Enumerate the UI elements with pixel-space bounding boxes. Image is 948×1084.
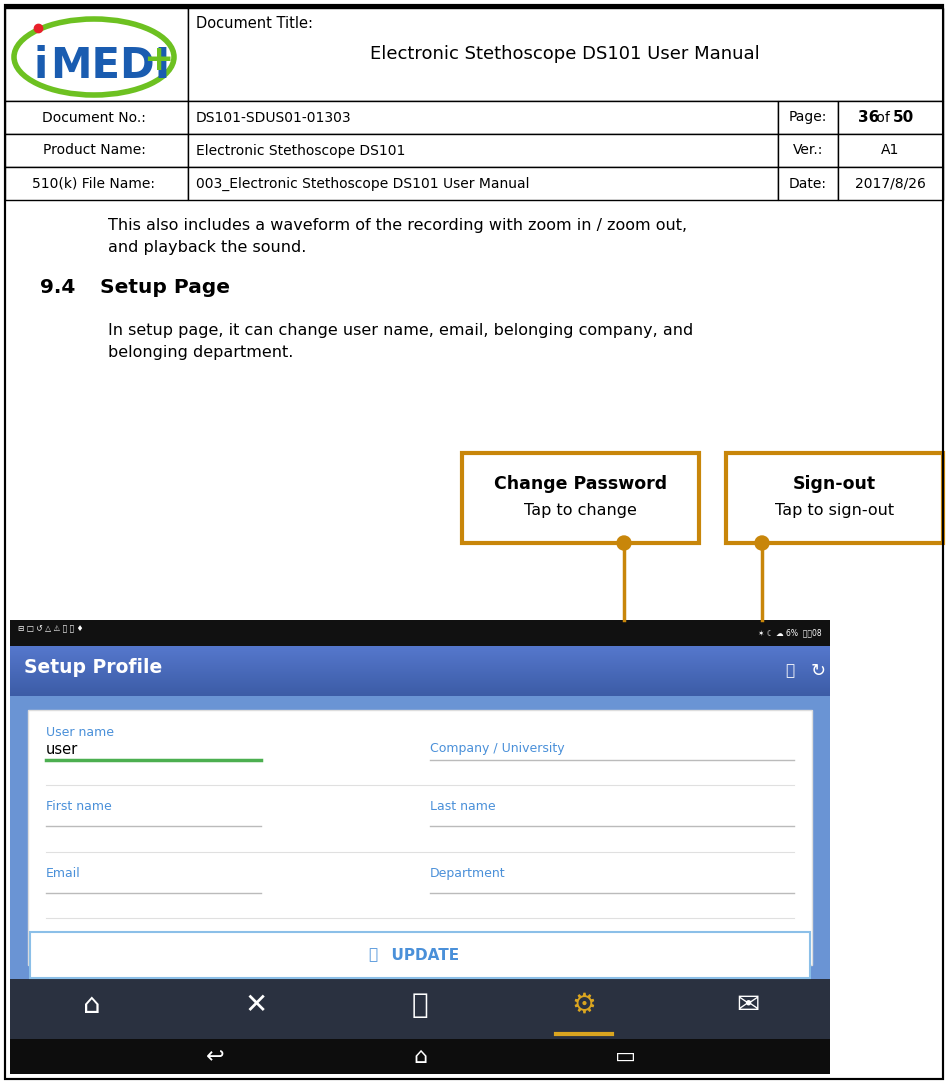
Text: DS101-SDUS01-01303: DS101-SDUS01-01303 <box>196 111 352 125</box>
Bar <box>5 5 943 8</box>
Bar <box>5 134 188 167</box>
Bar <box>838 167 943 201</box>
Text: ⌂: ⌂ <box>83 991 100 1019</box>
Text: i: i <box>34 46 48 87</box>
Text: In setup page, it can change user name, email, belonging company, and: In setup page, it can change user name, … <box>108 323 693 338</box>
Text: of: of <box>872 111 894 125</box>
Text: First name: First name <box>46 800 112 813</box>
Text: Tap to change: Tap to change <box>524 503 637 518</box>
Text: User name: User name <box>46 726 114 739</box>
Bar <box>10 696 830 979</box>
Text: Company / University: Company / University <box>430 743 565 754</box>
Text: 👥: 👥 <box>411 991 428 1019</box>
Bar <box>10 979 830 1038</box>
Bar <box>10 1038 830 1074</box>
Text: Email: Email <box>46 867 81 880</box>
Text: Page:: Page: <box>789 111 828 125</box>
Text: 9.4: 9.4 <box>40 278 76 297</box>
Text: Tap to sign-out: Tap to sign-out <box>775 503 894 518</box>
Text: Sign-out: Sign-out <box>793 475 876 493</box>
Text: Product Name:: Product Name: <box>43 143 145 157</box>
Bar <box>5 8 188 101</box>
Text: 510(k) File Name:: 510(k) File Name: <box>32 177 155 191</box>
Bar <box>5 167 188 201</box>
Text: ✉: ✉ <box>737 991 759 1019</box>
Bar <box>30 932 810 978</box>
Bar <box>778 101 838 134</box>
Text: Department: Department <box>430 867 505 880</box>
Text: Last name: Last name <box>430 800 496 813</box>
Circle shape <box>617 535 631 550</box>
Text: Ver.:: Ver.: <box>793 143 823 157</box>
Bar <box>726 453 943 543</box>
Bar <box>28 710 812 965</box>
Bar <box>188 8 943 101</box>
Text: belonging department.: belonging department. <box>108 345 293 360</box>
Text: ▭: ▭ <box>614 1047 635 1067</box>
Bar <box>10 620 830 646</box>
Text: ✕: ✕ <box>245 991 267 1019</box>
Text: Document Title:: Document Title: <box>196 16 313 31</box>
Text: Setup Page: Setup Page <box>100 278 230 297</box>
Text: 🔒: 🔒 <box>786 663 794 679</box>
Bar <box>838 134 943 167</box>
Bar <box>188 101 778 134</box>
Text: Change Password: Change Password <box>494 475 667 493</box>
Text: Document No.:: Document No.: <box>42 111 146 125</box>
Text: user: user <box>46 743 79 757</box>
Text: ⊟ □ ↺ △ ⚠ ⓐ ⓐ ♦: ⊟ □ ↺ △ ⚠ ⓐ ⓐ ♦ <box>18 624 83 633</box>
Bar <box>778 167 838 201</box>
Bar <box>778 134 838 167</box>
Text: Electronic Stethoscope DS101 User Manual: Electronic Stethoscope DS101 User Manual <box>370 46 760 63</box>
Text: Setup Profile: Setup Profile <box>24 658 162 678</box>
Text: ⚙: ⚙ <box>572 991 596 1019</box>
Text: MEDI: MEDI <box>50 46 171 87</box>
Text: This also includes a waveform of the recording with zoom in / zoom out,: This also includes a waveform of the rec… <box>108 218 687 233</box>
Text: ↩: ↩ <box>206 1047 225 1067</box>
Text: 50: 50 <box>893 109 914 125</box>
Bar <box>5 101 188 134</box>
Text: 📁: 📁 <box>368 947 377 963</box>
Text: 36: 36 <box>858 109 880 125</box>
Text: Electronic Stethoscope DS101: Electronic Stethoscope DS101 <box>196 143 406 157</box>
Bar <box>462 453 699 543</box>
Bar <box>188 167 778 201</box>
Text: ⌂: ⌂ <box>413 1047 427 1067</box>
Text: A1: A1 <box>881 143 900 157</box>
Text: and playback the sound.: and playback the sound. <box>108 240 306 255</box>
Text: UPDATE: UPDATE <box>381 947 459 963</box>
Bar <box>188 134 778 167</box>
Text: 003_Electronic Stethoscope DS101 User Manual: 003_Electronic Stethoscope DS101 User Ma… <box>196 177 530 191</box>
Text: ↻: ↻ <box>811 662 826 680</box>
Text: Date:: Date: <box>789 177 827 191</box>
Text: ✶ ☾ ☁ 6%  下午08: ✶ ☾ ☁ 6% 下午08 <box>758 629 822 637</box>
Circle shape <box>755 535 769 550</box>
Bar <box>838 101 943 134</box>
Text: +: + <box>143 43 173 77</box>
Text: 2017/8/26: 2017/8/26 <box>854 177 925 191</box>
